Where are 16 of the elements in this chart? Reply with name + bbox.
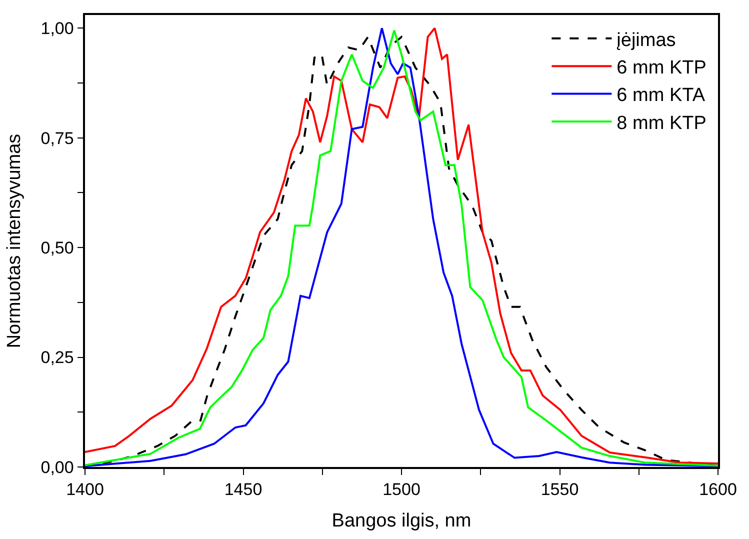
y-axis-title: Normuotas intensyvumas — [4, 134, 26, 348]
y-tick-label: 0,50 — [40, 238, 74, 258]
y-tick-label: 0,25 — [40, 348, 74, 368]
y-tick-label: 0,00 — [40, 458, 74, 477]
legend-label: 6 mm KTP — [616, 57, 706, 78]
x-tick-label: 1550 — [540, 480, 579, 500]
legend-label: 8 mm KTP — [616, 112, 706, 134]
y-tick-label: 0,75 — [40, 128, 74, 148]
x-tick-label: 1450 — [224, 480, 262, 500]
x-tick-label: 1400 — [66, 480, 104, 500]
legend-label: 6 mm KTA — [616, 85, 706, 106]
x-tick-label: 1600 — [699, 480, 737, 500]
x-axis-title: Bangos ilgis, nm — [332, 510, 472, 532]
y-tick-label: 1,00 — [40, 19, 74, 38]
legend-label: įėjimas — [616, 30, 676, 51]
x-tick-label: 1500 — [382, 480, 420, 500]
